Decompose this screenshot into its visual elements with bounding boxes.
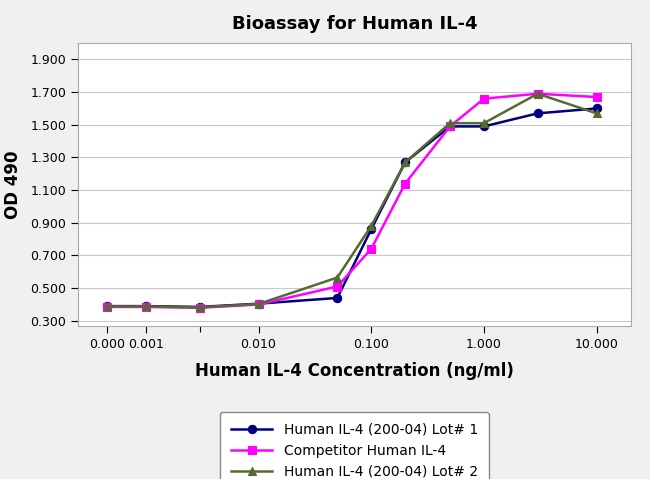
Competitor Human IL-4 [103,304,111,310]
Human IL-4 (200-04) Lot# 2 [196,305,203,310]
Human IL-4 (200-04) Lot# 2 [446,120,454,126]
Competitor Human IL-4 [534,91,541,97]
Human IL-4 (200-04) Lot# 1 [480,124,488,129]
Legend: Human IL-4 (200-04) Lot# 1, Competitor Human IL-4, Human IL-4 (200-04) Lot# 2: Human IL-4 (200-04) Lot# 1, Competitor H… [220,412,489,479]
Line: Human IL-4 (200-04) Lot# 2: Human IL-4 (200-04) Lot# 2 [103,90,601,312]
Human IL-4 (200-04) Lot# 1 [446,124,454,129]
Competitor Human IL-4 [480,96,488,102]
Human IL-4 (200-04) Lot# 1 [103,303,111,309]
Competitor Human IL-4 [333,284,341,289]
Y-axis label: OD 490: OD 490 [4,150,22,219]
Human IL-4 (200-04) Lot# 2 [534,91,541,97]
Human IL-4 (200-04) Lot# 1 [367,227,375,232]
Human IL-4 (200-04) Lot# 1 [333,295,341,301]
Competitor Human IL-4 [196,305,203,310]
Human IL-4 (200-04) Lot# 2 [480,120,488,126]
Competitor Human IL-4 [367,246,375,252]
Competitor Human IL-4 [401,181,409,186]
Human IL-4 (200-04) Lot# 2 [255,301,263,307]
Human IL-4 (200-04) Lot# 2 [103,304,111,309]
Line: Competitor Human IL-4: Competitor Human IL-4 [103,90,601,312]
Human IL-4 (200-04) Lot# 2 [401,160,409,165]
Competitor Human IL-4 [446,124,454,129]
Human IL-4 (200-04) Lot# 2 [593,111,601,116]
Competitor Human IL-4 [255,302,263,308]
Line: Human IL-4 (200-04) Lot# 1: Human IL-4 (200-04) Lot# 1 [103,104,601,311]
X-axis label: Human IL-4 Concentration (ng/ml): Human IL-4 Concentration (ng/ml) [195,362,514,380]
Competitor Human IL-4 [593,94,601,100]
Human IL-4 (200-04) Lot# 1 [255,301,263,307]
Human IL-4 (200-04) Lot# 1 [593,105,601,111]
Title: Bioassay for Human IL-4: Bioassay for Human IL-4 [231,15,477,33]
Human IL-4 (200-04) Lot# 1 [534,111,541,116]
Human IL-4 (200-04) Lot# 2 [142,304,150,309]
Human IL-4 (200-04) Lot# 1 [401,160,409,165]
Human IL-4 (200-04) Lot# 2 [367,223,375,229]
Human IL-4 (200-04) Lot# 1 [196,304,203,310]
Human IL-4 (200-04) Lot# 2 [333,274,341,280]
Competitor Human IL-4 [142,304,150,310]
Human IL-4 (200-04) Lot# 1 [142,303,150,309]
